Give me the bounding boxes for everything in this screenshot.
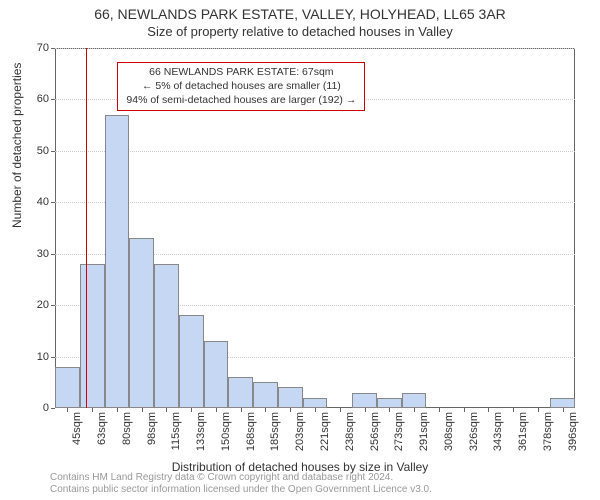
x-tick-mark [488, 408, 489, 412]
annotation-line: ← 5% of detached houses are smaller (11) [126, 80, 356, 94]
y-axis-label: Number of detached properties [10, 63, 24, 228]
y-tick-mark [51, 408, 55, 409]
y-tick-mark [51, 48, 55, 49]
x-tick-label: 378sqm [542, 408, 554, 451]
x-tick-label: 45sqm [71, 408, 83, 445]
histogram-bar [253, 382, 278, 408]
x-tick-label: 133sqm [195, 408, 207, 451]
footer-note: Contains HM Land Registry data © Crown c… [50, 472, 432, 496]
x-tick-mark [142, 408, 143, 412]
histogram-bar [550, 398, 575, 408]
x-tick-mark [365, 408, 366, 412]
chart-container: 66, NEWLANDS PARK ESTATE, VALLEY, HOLYHE… [0, 0, 600, 500]
annotation-box: 66 NEWLANDS PARK ESTATE: 67sqm← 5% of de… [117, 62, 365, 111]
footer-line-1: Contains HM Land Registry data © Crown c… [50, 472, 432, 484]
footer-line-2: Contains public sector information licen… [50, 484, 432, 496]
x-tick-mark [290, 408, 291, 412]
histogram-bar [55, 367, 80, 408]
x-tick-label: 203sqm [294, 408, 306, 451]
histogram-bar [228, 377, 253, 408]
x-tick-label: 308sqm [443, 408, 455, 451]
x-tick-mark [92, 408, 93, 412]
histogram-bar [303, 398, 328, 408]
x-tick-label: 238sqm [344, 408, 356, 451]
histogram-bar [204, 341, 229, 408]
x-tick-label: 273sqm [393, 408, 405, 451]
histogram-bar [80, 264, 105, 408]
histogram-bar [402, 393, 427, 408]
x-tick-label: 150sqm [220, 408, 232, 451]
x-tick-mark [166, 408, 167, 412]
x-tick-mark [340, 408, 341, 412]
y-tick-mark [51, 305, 55, 306]
histogram-bar [129, 238, 154, 408]
x-tick-mark [216, 408, 217, 412]
x-tick-mark [538, 408, 539, 412]
x-tick-label: 98sqm [146, 408, 158, 445]
x-tick-label: 80sqm [121, 408, 133, 445]
histogram-bar [352, 393, 377, 408]
annotation-line: 66 NEWLANDS PARK ESTATE: 67sqm [126, 66, 356, 80]
reference-line [86, 48, 87, 408]
y-tick-mark [51, 151, 55, 152]
x-tick-mark [414, 408, 415, 412]
histogram-bar [377, 398, 402, 408]
x-tick-label: 185sqm [269, 408, 281, 451]
y-tick-mark [51, 254, 55, 255]
x-tick-label: 291sqm [418, 408, 430, 451]
title-line-1: 66, NEWLANDS PARK ESTATE, VALLEY, HOLYHE… [0, 6, 600, 22]
title-line-2: Size of property relative to detached ho… [0, 24, 600, 39]
x-tick-mark [513, 408, 514, 412]
x-tick-label: 115sqm [170, 408, 182, 450]
x-tick-mark [265, 408, 266, 412]
x-tick-mark [464, 408, 465, 412]
x-tick-label: 256sqm [369, 408, 381, 451]
x-tick-mark [563, 408, 564, 412]
plot-area: 010203040506070 45sqm63sqm80sqm98sqm115s… [55, 48, 575, 408]
x-tick-label: 361sqm [517, 408, 529, 451]
x-tick-label: 168sqm [245, 408, 257, 451]
x-tick-label: 63sqm [96, 408, 108, 445]
histogram-bar [179, 315, 204, 408]
x-tick-mark [67, 408, 68, 412]
title-block: 66, NEWLANDS PARK ESTATE, VALLEY, HOLYHE… [0, 0, 600, 39]
x-tick-mark [117, 408, 118, 412]
histogram-bar [105, 115, 130, 408]
x-tick-label: 343sqm [492, 408, 504, 451]
x-tick-mark [315, 408, 316, 412]
x-tick-mark [439, 408, 440, 412]
histogram-bar [154, 264, 179, 408]
y-tick-mark [51, 357, 55, 358]
histogram-bar [278, 387, 303, 408]
annotation-line: 94% of semi-detached houses are larger (… [126, 94, 356, 108]
x-tick-mark [241, 408, 242, 412]
x-tick-label: 221sqm [319, 408, 331, 451]
x-tick-label: 396sqm [567, 408, 579, 451]
x-tick-label: 326sqm [468, 408, 480, 451]
x-tick-mark [191, 408, 192, 412]
y-tick-mark [51, 202, 55, 203]
y-tick-mark [51, 99, 55, 100]
x-tick-mark [389, 408, 390, 412]
